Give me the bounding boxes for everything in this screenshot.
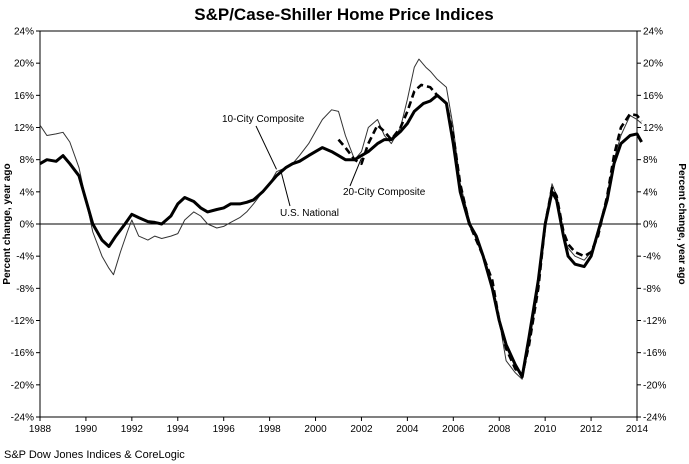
x-axis: 1988 1990 1992 1994 1996 1998 2000 2002 2004 2006… — [29, 417, 649, 435]
y-tick-label-left: 8% — [20, 155, 35, 166]
y-tick-label-left: -20% — [11, 380, 34, 391]
x-tick-label: 2006 — [442, 424, 465, 435]
chart-title: S&P/Case-Shiller Home Price Indices — [194, 5, 494, 24]
y-axis-right: 24% 20% 16% 12% 8% 4% 0% -4% -8% -12% -16% -20% -24% — [637, 27, 666, 424]
x-tick-label: 2002 — [350, 424, 373, 435]
y-tick-label-left: 12% — [14, 123, 34, 134]
annotation-label: 10-City Composite — [222, 114, 305, 125]
y-tick-label-left: 4% — [20, 187, 35, 198]
y-tick-label-left: 20% — [14, 59, 34, 70]
y-tick-label-left: -16% — [11, 348, 34, 359]
y-tick-label-left: -4% — [16, 252, 34, 263]
y-tick-label-right: 24% — [643, 27, 663, 38]
y-tick-label-right: 4% — [643, 187, 658, 198]
y-tick-label-right: -20% — [643, 380, 666, 391]
annotation-leader — [349, 157, 362, 187]
x-tick-label: 1992 — [121, 424, 144, 435]
y-tick-label-left: -12% — [11, 316, 34, 327]
y-tick-label-right: -8% — [643, 284, 661, 295]
x-tick-label: 1996 — [213, 424, 236, 435]
x-tick-label: 1990 — [75, 424, 98, 435]
annotation-label: 20-City Composite — [343, 187, 426, 198]
y-tick-label-left: 16% — [14, 91, 34, 102]
x-tick-label: 2014 — [626, 424, 649, 435]
y-tick-label-right: 0% — [643, 220, 658, 231]
series-line-1 — [337, 83, 643, 377]
series-layer — [39, 58, 643, 380]
y-tick-label-right: -4% — [643, 252, 661, 263]
x-tick-label: 2010 — [534, 424, 557, 435]
x-tick-label: 2004 — [396, 424, 419, 435]
y-tick-label-right: 8% — [643, 155, 658, 166]
x-tick-label: 1998 — [258, 424, 281, 435]
series-line-2 — [39, 93, 643, 379]
x-tick-label: 2000 — [304, 424, 327, 435]
x-tick-label: 2008 — [488, 424, 511, 435]
y-tick-label-right: -12% — [643, 316, 666, 327]
series-line-0 — [39, 58, 642, 380]
annotation-layer: 10-City Composite 20-City Composite U.S. N… — [222, 114, 426, 219]
x-tick-label: 1988 — [29, 424, 52, 435]
y-tick-label-right: 16% — [643, 91, 663, 102]
y-tick-label-right: -24% — [643, 413, 666, 424]
y-tick-label-right: 20% — [643, 59, 663, 70]
y-tick-label-left: -24% — [11, 413, 34, 424]
y-tick-label-right: 12% — [643, 123, 663, 134]
y-axis-label-right: Percent change, year ago — [676, 163, 687, 284]
y-axis-label-left: Percent change, year ago — [2, 163, 13, 284]
y-tick-label-right: -16% — [643, 348, 666, 359]
y-tick-label-left: 0% — [20, 220, 35, 231]
source-note: S&P Dow Jones Indices & CoreLogic — [4, 449, 185, 461]
x-tick-label: 1994 — [167, 424, 190, 435]
y-axis-left: 24% 20% 16% 12% 8% 4% 0% -4% -8% -12% -16% -20% -24% — [11, 27, 40, 424]
x-tick-label: 2012 — [580, 424, 603, 435]
annotation-label: U.S. National — [280, 208, 339, 219]
annotation-leader — [255, 125, 277, 170]
y-tick-label-left: -8% — [16, 284, 34, 295]
annotation-leader — [280, 171, 291, 207]
y-tick-label-left: 24% — [14, 27, 34, 38]
